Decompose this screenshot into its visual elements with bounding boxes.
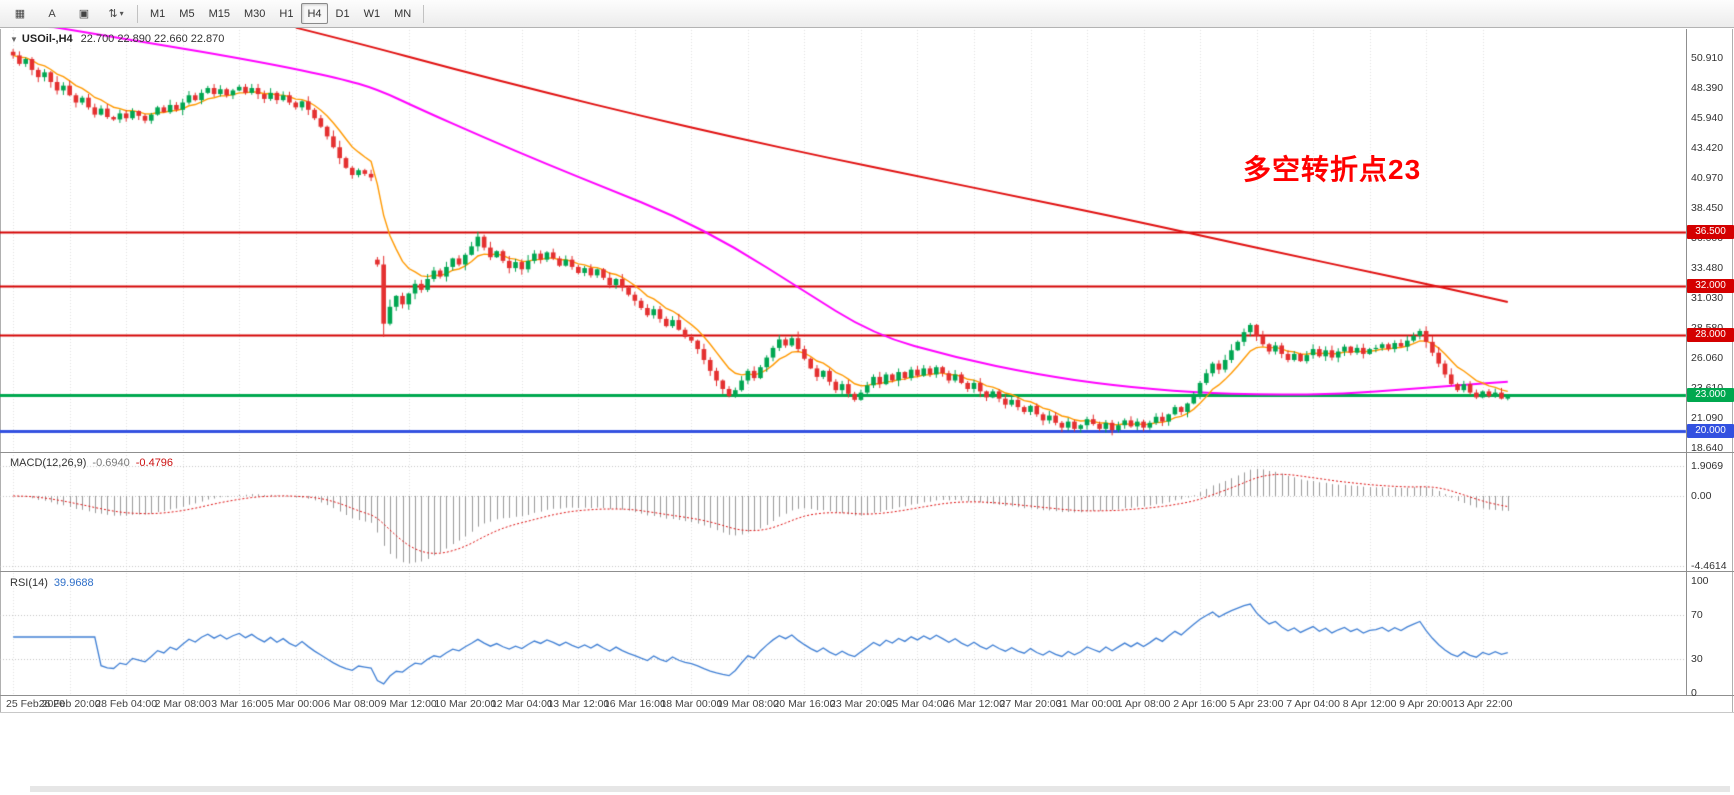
price-scale-border: [1686, 29, 1687, 696]
toolbar-separator: [137, 4, 138, 23]
price-tick: 38.450: [1691, 201, 1724, 214]
rsi-scale-tick: 100: [1691, 575, 1709, 587]
annotate-a-button[interactable]: A: [48, 7, 56, 20]
time-axis-label: 5 Apr 23:00: [1229, 698, 1284, 710]
time-axis-label: 2 Mar 08:00: [154, 698, 211, 710]
time-axis-label: 25 Feb 2020: [6, 698, 65, 710]
ohlc-values: 22.700 22.890 22.660 22.870: [80, 33, 225, 45]
time-axis-label: 13 Apr 22:00: [1452, 698, 1513, 710]
price-tick: 50.910: [1691, 51, 1724, 64]
time-axis-label: 26 Mar 12:00: [943, 698, 1005, 710]
macd-panel-label: MACD(12,26,9) -0.6940 -0.4796: [10, 457, 173, 469]
time-axis-label: 26 Feb 20:00: [38, 698, 101, 710]
level-price-label[interactable]: 32.000: [1687, 279, 1734, 294]
chart-grid-icon[interactable]: ▦: [14, 8, 26, 20]
price-tick: 45.940: [1691, 111, 1724, 124]
macd-label: MACD(12,26,9): [10, 457, 87, 469]
bottom-strip: [30, 786, 1730, 792]
rsi-scale-tick: 30: [1691, 653, 1703, 666]
level-price-label[interactable]: 28.000: [1687, 327, 1734, 342]
symbol-dropdown-icon[interactable]: ▼: [10, 35, 18, 44]
price-tick: 48.390: [1691, 81, 1724, 94]
time-axis-label: 19 Mar 08:00: [716, 698, 779, 710]
timeframe-buttons: M1 M5 M15 M30 H1 H4 D1 W1 MN: [143, 3, 418, 24]
cycle-periods-icon[interactable]: ⇅ ▾: [108, 8, 124, 20]
timeframe-m15[interactable]: M15: [208, 7, 230, 20]
rsi-splitter[interactable]: [0, 571, 1734, 572]
time-axis-label: 10 Mar 20:00: [434, 698, 497, 710]
time-axis-label: 7 Apr 04:00: [1286, 698, 1340, 710]
macd-scale-tick: 1.9069: [1691, 460, 1724, 472]
time-axis-label: 25 Mar 04:00: [886, 698, 949, 710]
chart-header: ▼ USOil-,H4 22.700 22.890 22.660 22.870: [10, 33, 224, 45]
time-axis-label: 1 Apr 08:00: [1116, 698, 1171, 710]
text-tool-icon[interactable]: ▣: [78, 8, 90, 20]
level-price-label[interactable]: 20.000: [1687, 424, 1734, 439]
time-axis-label: 12 Mar 04:00: [490, 698, 553, 710]
time-axis-label: 6 Mar 08:00: [324, 698, 381, 710]
price-tick: 33.480: [1691, 261, 1724, 274]
price-tick: 18.640: [1691, 441, 1724, 454]
macd-scale-tick: 0.00: [1691, 489, 1712, 502]
toolbar-left-buttons: ▦ A ▣ ⇅ ▾: [4, 3, 132, 25]
price-tick: 43.420: [1691, 141, 1724, 154]
time-axis-label: 18 Mar 00:00: [660, 698, 723, 710]
timeframe-d1[interactable]: D1: [335, 7, 350, 20]
time-axis-label: 20 Mar 16:00: [773, 698, 836, 710]
price-tick: 26.060: [1691, 351, 1724, 364]
rsi-scale-tick: 0: [1691, 687, 1697, 699]
time-axis-label: 2 Apr 16:00: [1173, 698, 1227, 710]
timeframe-m30[interactable]: M30: [243, 7, 266, 20]
rsi-label: RSI(14): [10, 577, 48, 589]
price-tick: 40.970: [1691, 171, 1724, 184]
dropdown-caret-icon: ▾: [119, 9, 124, 18]
macd-scale-tick: -4.4614: [1691, 560, 1727, 572]
level-price-label[interactable]: 23.000: [1687, 388, 1734, 402]
time-axis-label: 31 Mar 00:00: [1056, 698, 1118, 710]
main-toolbar: ▦ A ▣ ⇅ ▾ M1 M5 M15 M30 H1 H4 D1 W1 MN: [0, 0, 1734, 28]
axis-separator: [0, 695, 1734, 696]
toolbar-separator-2: [423, 4, 425, 23]
macd-signal-value: -0.4796: [135, 457, 174, 469]
time-axis-label: 3 Mar 16:00: [211, 698, 268, 710]
level-price-label[interactable]: 36.500: [1687, 224, 1734, 239]
window-bottom-border: [0, 712, 1734, 713]
macd-splitter[interactable]: [0, 452, 1734, 453]
time-axis-label: 8 Apr 12:00: [1342, 698, 1397, 710]
time-axis-label: 13 Mar 12:00: [547, 698, 610, 710]
macd-main-value: -0.6940: [92, 457, 130, 469]
timeframe-h1[interactable]: H1: [279, 7, 294, 20]
timeframe-w1[interactable]: W1: [363, 7, 381, 20]
time-axis-label: 28 Feb 04:00: [95, 698, 158, 710]
rsi-panel-label: RSI(14) 39.9688: [10, 577, 94, 589]
timeframe-m1[interactable]: M1: [150, 7, 166, 20]
timeframe-mn[interactable]: MN: [394, 7, 412, 20]
price-tick: 31.030: [1691, 291, 1724, 304]
time-axis-label: 9 Mar 12:00: [380, 698, 437, 710]
price-tick: 21.090: [1691, 411, 1724, 424]
time-axis-label: 16 Mar 16:00: [603, 698, 666, 710]
timeframe-h4[interactable]: H4: [301, 3, 328, 24]
time-axis-label: 5 Mar 00:00: [267, 698, 324, 710]
timeframe-m5[interactable]: M5: [179, 7, 195, 20]
time-axis-label: 27 Mar 20:00: [999, 698, 1062, 710]
rsi-value: 39.9688: [53, 577, 94, 589]
time-axis-label: 23 Mar 20:00: [830, 698, 892, 710]
chart-text-annotation[interactable]: 多空转折点23: [1243, 154, 1422, 185]
rsi-scale-tick: 70: [1691, 608, 1703, 621]
time-axis-label: 9 Apr 20:00: [1399, 698, 1453, 710]
symbol-timeframe-label: USOil-,H4: [21, 33, 73, 45]
